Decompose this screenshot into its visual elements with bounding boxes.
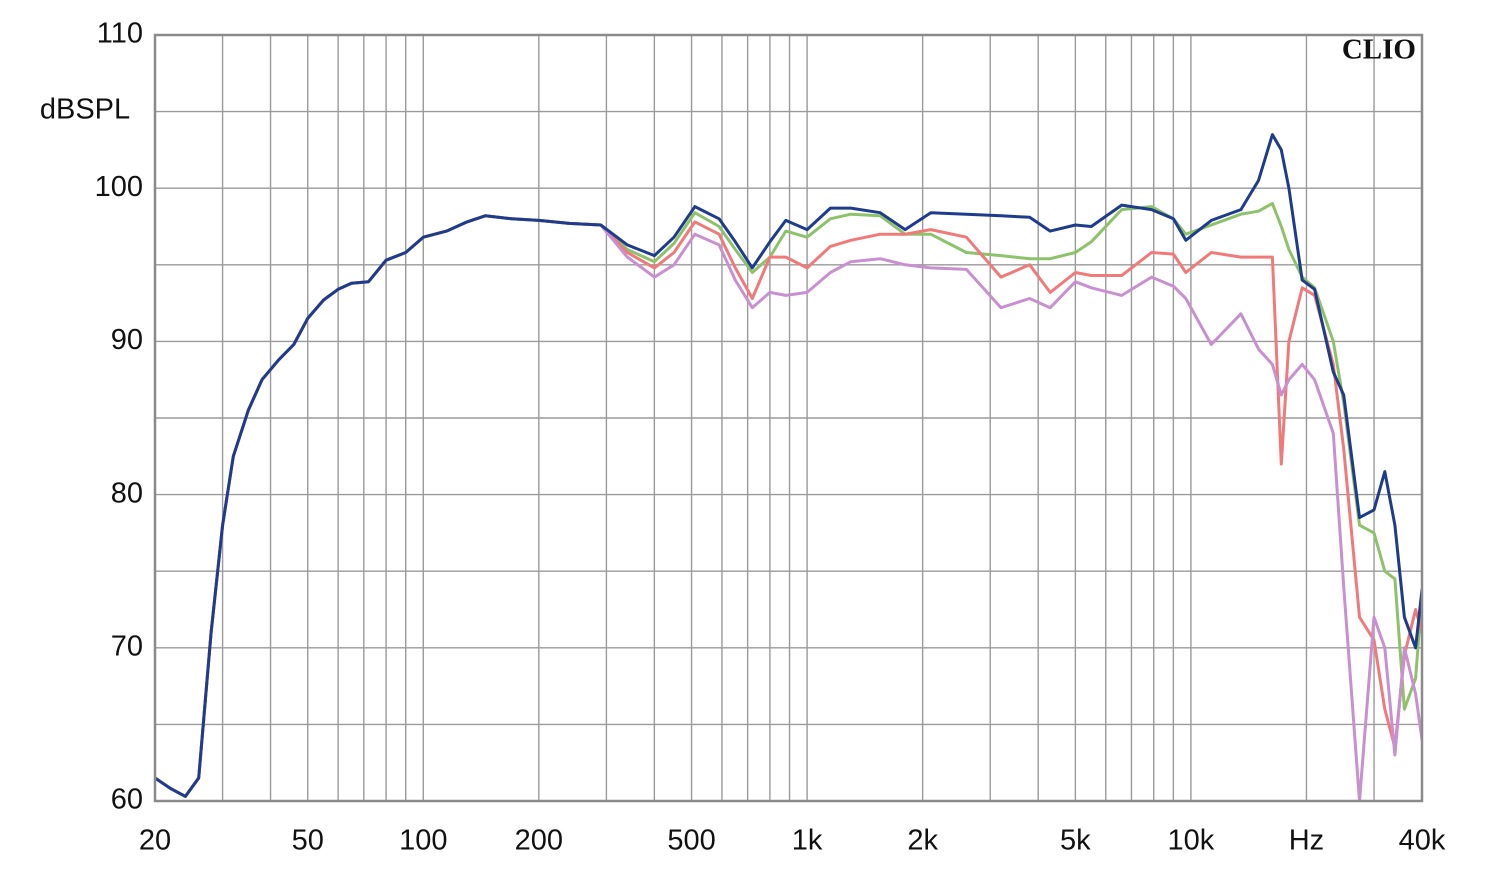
x-tick-label: 10k bbox=[1168, 825, 1215, 857]
x-tick-label: 2k bbox=[907, 825, 938, 857]
x-tick-label: 1k bbox=[792, 825, 823, 857]
x-tick-label: 40k bbox=[1399, 825, 1446, 857]
x-tick-label: 5k bbox=[1060, 825, 1091, 857]
plot-frame bbox=[153, 33, 1424, 803]
y-tick-label: 100 bbox=[95, 171, 143, 203]
x-tick-label: Hz bbox=[1289, 825, 1324, 857]
y-tick-label: 60 bbox=[111, 784, 143, 816]
y-tick-label: 80 bbox=[111, 477, 143, 509]
x-tick-label: 500 bbox=[667, 825, 715, 857]
x-tick-label: 100 bbox=[399, 825, 447, 857]
series-line bbox=[155, 133, 1422, 798]
lines bbox=[155, 133, 1422, 801]
y-axis-label: dBSPL bbox=[40, 94, 130, 126]
y-tick-label: 90 bbox=[111, 324, 143, 356]
y-tick-label: 110 bbox=[97, 18, 143, 50]
annotation: CLIO bbox=[1342, 34, 1416, 66]
x-tick-label: 200 bbox=[515, 825, 563, 857]
x-tick-label: 20 bbox=[139, 825, 171, 857]
x-tick-label: 50 bbox=[292, 825, 324, 857]
y-tick-label: 70 bbox=[111, 630, 143, 662]
